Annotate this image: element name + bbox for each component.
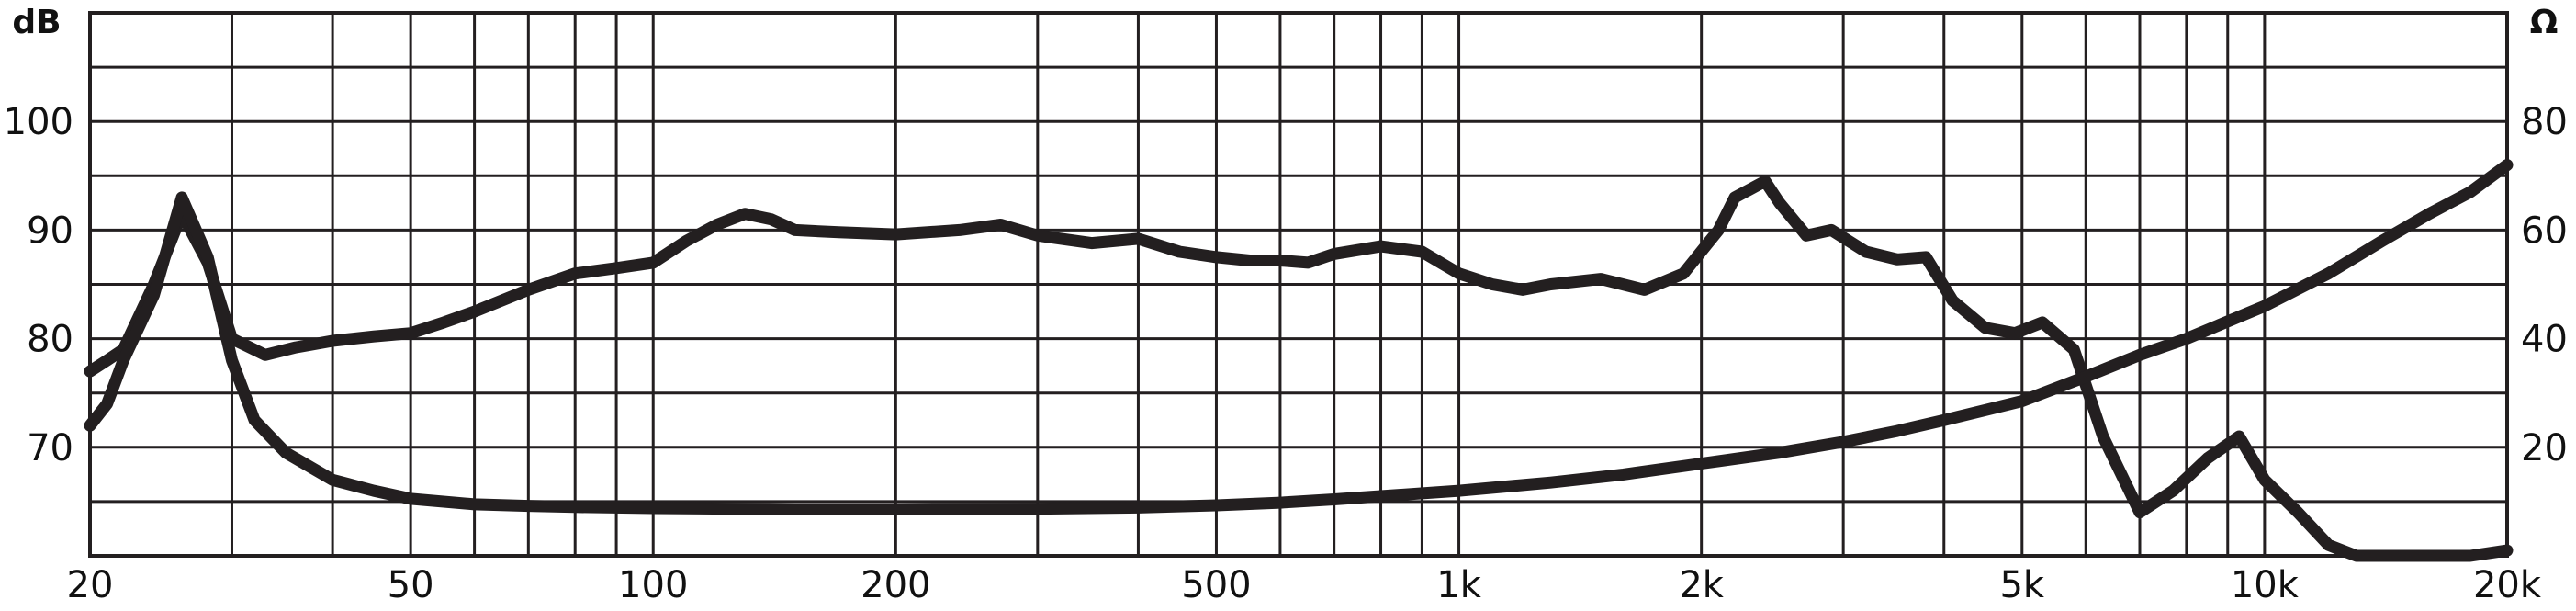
x-tick-label: 500 (1181, 564, 1251, 606)
y-right-tick-label: 60 (2521, 209, 2568, 252)
tick-labels: 20 50 100 200 500 1k 2k 5k 10k 20k 70 80 90 100 20 40 60… (4, 101, 2568, 606)
y-left-tick-label: 90 (27, 209, 73, 252)
y-left-tick-label: 100 (4, 101, 73, 143)
y-left-tick-label: 70 (27, 427, 73, 470)
x-tick-label: 1k (1436, 564, 1481, 606)
right-axis-unit: Ω (2530, 4, 2559, 41)
y-right-tick-label: 80 (2521, 101, 2568, 143)
x-tick-label: 20 (67, 564, 114, 606)
x-tick-label: 10k (2231, 564, 2300, 606)
x-tick-label: 100 (618, 564, 688, 606)
x-tick-label: 2k (1679, 564, 1724, 606)
x-tick-label: 200 (861, 564, 930, 606)
x-tick-label: 50 (388, 564, 434, 606)
y-right-tick-label: 20 (2521, 427, 2568, 470)
spl-curve-line (84, 175, 2514, 562)
impedance-curve-line (84, 159, 2514, 515)
series-group (84, 159, 2514, 562)
x-tick-label: 20k (2473, 564, 2542, 606)
left-axis-unit: dB (12, 4, 61, 41)
plot-frame (88, 11, 2509, 558)
x-tick-label: 5k (1999, 564, 2044, 606)
y-left-tick-label: 80 (27, 319, 73, 361)
y-right-tick-label: 40 (2521, 319, 2568, 361)
